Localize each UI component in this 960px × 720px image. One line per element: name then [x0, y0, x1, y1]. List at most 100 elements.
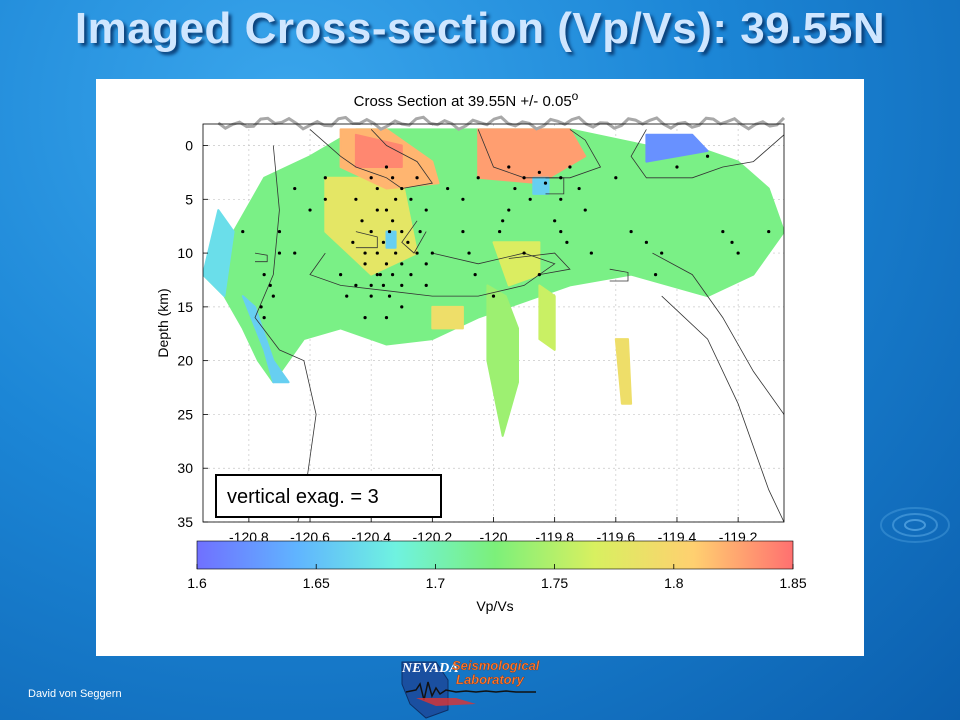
earthquake-point-90: [473, 272, 477, 277]
earthquake-point-23: [387, 294, 392, 298]
earthquake-point-51: [568, 165, 572, 169]
vpvs-region-9: [354, 133, 403, 168]
earthquake-point-41: [430, 251, 434, 255]
earthquake-point-19: [363, 251, 367, 255]
contour-line-12: [661, 295, 784, 522]
slide-title: Imaged Cross-section (Vp/Vs): 39.55N: [74, 4, 886, 53]
earthquake-point-38: [384, 316, 389, 320]
earthquake-point-24: [400, 283, 404, 287]
vpvs-region-3: [538, 284, 556, 351]
earthquake-point-0: [384, 165, 389, 169]
earthquake-point-49: [543, 181, 548, 185]
earthquake-point-15: [394, 251, 398, 255]
earthquake-point-80: [271, 294, 275, 298]
seismogram-icon: [405, 681, 536, 701]
earthquake-point-56: [498, 229, 502, 234]
contour-line-5: [545, 177, 565, 195]
contour-line-9: [254, 145, 317, 522]
earthquake-point-25: [409, 272, 413, 277]
logo-red-band: [416, 698, 476, 706]
colorbar-tick-label-0: 1.6: [187, 575, 207, 591]
earthquake-point-48: [537, 170, 541, 175]
earthquake-point-69: [730, 240, 734, 244]
earthquake-point-94: [705, 154, 710, 158]
earthquake-point-64: [629, 229, 633, 234]
earthquake-point-71: [767, 229, 771, 234]
earthquake-point-77: [293, 186, 297, 191]
vpvs-region-4: [614, 338, 633, 405]
earthquake-point-4: [384, 208, 389, 212]
earthquake-point-55: [501, 219, 505, 223]
earthquake-point-13: [400, 262, 404, 266]
earthquake-point-89: [467, 251, 471, 255]
earthquake-point-10: [378, 272, 382, 277]
earthquake-point-63: [589, 251, 593, 255]
author-name: David von Seggern: [28, 688, 122, 700]
vpvs-region-2: [486, 284, 519, 437]
earthquake-point-37: [363, 316, 367, 320]
earthquake-layer: [241, 154, 771, 320]
contour-line-11: [652, 252, 784, 415]
annotation-text: vertical exag. = 3: [227, 486, 379, 508]
earthquake-point-29: [409, 197, 413, 201]
earthquake-point-43: [446, 186, 450, 191]
earthquake-point-28: [424, 208, 428, 212]
earthquake-point-62: [583, 208, 587, 212]
earthquake-point-45: [476, 176, 480, 180]
earthquake-point-17: [375, 208, 379, 212]
y-tick-label-2: 10: [177, 245, 193, 261]
earthquake-point-93: [675, 165, 679, 169]
earthquake-point-92: [614, 176, 618, 180]
earthquake-point-40: [424, 262, 428, 266]
earthquake-point-57: [513, 186, 517, 191]
earthquake-point-96: [537, 272, 541, 277]
earthquake-point-47: [522, 176, 526, 180]
earthquake-point-86: [345, 294, 349, 298]
earthquake-point-83: [277, 229, 282, 234]
earthquake-point-75: [323, 197, 327, 201]
vpvs-region-5: [241, 295, 290, 384]
contour-line-2: [309, 252, 556, 297]
earthquake-point-95: [491, 294, 496, 298]
earthquake-point-12: [390, 272, 395, 277]
earthquake-point-59: [553, 219, 557, 223]
contour-line-6: [508, 252, 571, 275]
earthquake-point-11: [369, 283, 373, 287]
earthquake-point-74: [308, 208, 312, 212]
earthquake-point-72: [241, 229, 245, 234]
earthquake-point-52: [577, 186, 581, 191]
nevada-seismo-lab-logo: NEVADA Seismological Laboratory: [401, 658, 540, 719]
earthquake-point-85: [339, 272, 343, 277]
earthquake-point-34: [360, 219, 364, 223]
earthquake-point-54: [507, 208, 511, 212]
earthquake-point-14: [406, 240, 410, 244]
contour-line-3: [401, 220, 427, 254]
topography-line: [217, 115, 786, 131]
colorbar-tick-label-5: 1.85: [779, 575, 806, 591]
colorbar-tick-label-4: 1.8: [664, 575, 684, 591]
region-layer: [203, 128, 784, 437]
earthquake-point-42: [424, 283, 428, 287]
vpvs-region-10: [477, 128, 587, 185]
earthquake-point-70: [736, 251, 740, 255]
annotation-box: [215, 474, 442, 518]
svg-text:Seismological: Seismological: [452, 658, 540, 673]
earthquake-point-9: [384, 262, 389, 266]
earthquake-point-8: [375, 251, 379, 255]
earthquake-point-20: [363, 262, 367, 266]
earthquake-point-84: [293, 251, 297, 255]
vpvs-region-11: [532, 176, 550, 195]
y-tick-label-5: 25: [177, 406, 193, 422]
earthquake-point-81: [259, 305, 263, 309]
earthquake-point-35: [351, 240, 355, 244]
earthquake-point-30: [415, 176, 419, 180]
earthquake-point-73: [277, 251, 282, 255]
earthquake-point-22: [381, 283, 386, 287]
earthquake-point-32: [369, 176, 373, 180]
colorbar-ticks: 1.6 1.65 1.7 1.75 1.8 1.85: [187, 564, 807, 591]
earthquake-point-58: [528, 197, 532, 201]
colorbar: [196, 540, 794, 570]
earthquake-point-88: [461, 229, 465, 234]
ripple-decoration: [880, 507, 950, 543]
earthquake-point-76: [323, 176, 327, 180]
